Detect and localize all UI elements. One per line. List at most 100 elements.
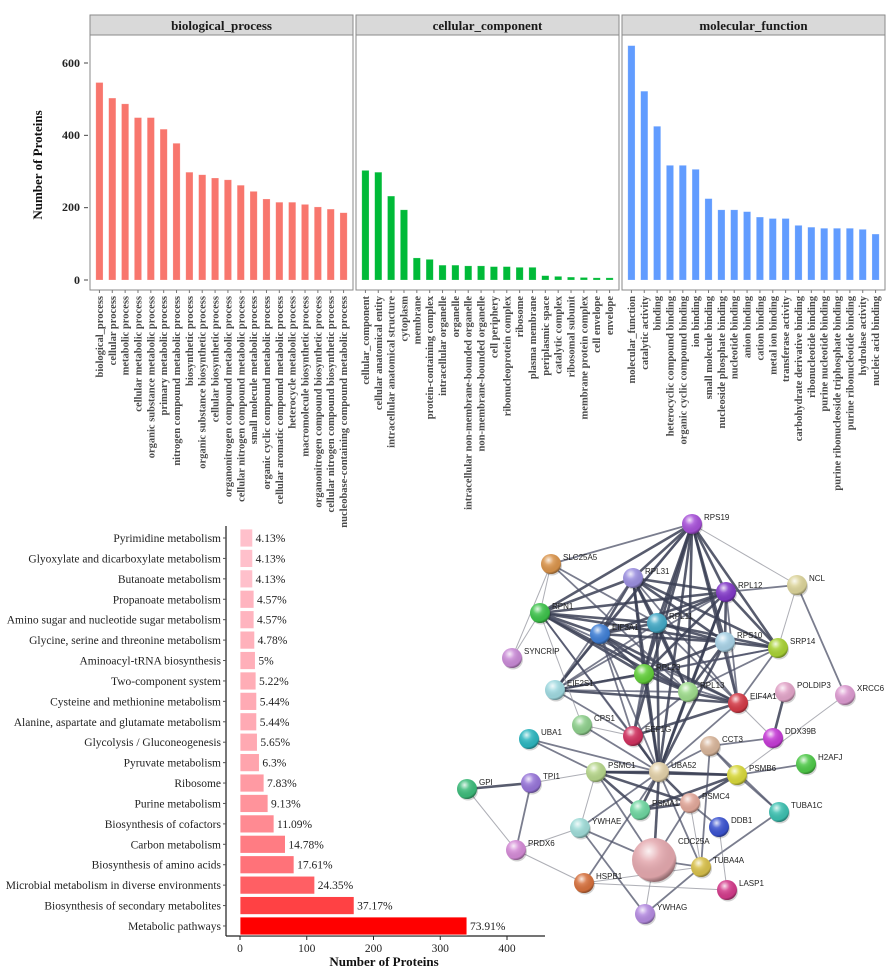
bar bbox=[239, 732, 258, 752]
edge-GPI-TPI1 bbox=[466, 781, 532, 791]
node-highlight bbox=[700, 736, 720, 756]
kegg-row: Purine metabolism 9.13% bbox=[134, 794, 301, 813]
bar bbox=[239, 875, 316, 895]
x-tick-label: organonitrogen compound metabolic proces… bbox=[223, 296, 234, 497]
edge-EIF3A1-EEF1G bbox=[599, 633, 634, 737]
facet-strip-label: biological_process bbox=[171, 18, 272, 33]
bar bbox=[146, 117, 155, 281]
network-nodes: RPS19 SLC25A5 RPL31 RPL12 NCL RPN1 EIF3A1 RPL11… bbox=[457, 513, 885, 926]
x-tick-label: biological_process bbox=[95, 296, 106, 377]
node-label: TUBA4A bbox=[713, 856, 745, 865]
kegg-row: Biosynthesis of cofactors 11.09% bbox=[105, 814, 312, 834]
x-tick-label: cell envelope bbox=[592, 296, 603, 353]
x-tick-label: periplasmic space bbox=[541, 296, 552, 376]
node-label: RPL13 bbox=[700, 681, 725, 690]
node-gpi: GPI bbox=[457, 778, 493, 801]
bar bbox=[743, 211, 751, 281]
node-ywhae: YWHAE bbox=[570, 817, 621, 840]
edge-RPL23-EIF2S1 bbox=[554, 672, 645, 692]
kegg-row: Carbon metabolism 14.78% bbox=[131, 834, 324, 854]
node-label: PRDX6 bbox=[528, 839, 555, 848]
x-tick-label: heterocycle metabolic process bbox=[288, 296, 299, 429]
bar bbox=[301, 204, 309, 281]
bar bbox=[678, 165, 687, 281]
bar bbox=[579, 277, 588, 281]
node-rpl23: RPL23 bbox=[634, 663, 681, 686]
category-label: Carbon metabolism bbox=[131, 839, 221, 851]
x-tick-label: transferase activity bbox=[781, 295, 792, 382]
data-label: 14.78% bbox=[288, 839, 324, 851]
x-tick-label: intracellular non-membrane-bounded organ… bbox=[464, 296, 475, 510]
category-label: Aminoacyl-tRNA biosynthesis bbox=[79, 656, 221, 668]
edge-CCT3-TUBA4A bbox=[700, 745, 711, 868]
node-label: CDC25A bbox=[678, 837, 710, 846]
data-label: 5% bbox=[258, 656, 274, 668]
edge-RPS10-UBA52 bbox=[657, 641, 727, 773]
node-highlight bbox=[716, 582, 736, 602]
facet-strip-label: cellular_component bbox=[433, 18, 543, 33]
x-tick-label: molecular_function bbox=[627, 296, 638, 384]
x-tick-label: ribonucleotide binding bbox=[807, 295, 818, 398]
edge-RPN1-RPL11 bbox=[539, 611, 658, 625]
kegg-row: Glycolysis / Gluconeogenesis 5.65% bbox=[84, 732, 290, 752]
x-tick-label: envelope bbox=[605, 296, 616, 335]
bar bbox=[515, 267, 524, 281]
edge-RPS19-NCL bbox=[691, 523, 798, 586]
edge-RPL12-EIF2S1 bbox=[554, 591, 727, 691]
x-tick-label: organelle bbox=[451, 296, 462, 338]
node-label: RPS10 bbox=[737, 631, 763, 640]
edge-RPL11-EIF2S1 bbox=[554, 622, 658, 691]
data-label: 4.57% bbox=[257, 594, 287, 606]
kegg-row: Biosynthesis of secondary metabolites 37.… bbox=[44, 896, 393, 915]
bar bbox=[239, 794, 269, 813]
node-psmc1: PSMC1 bbox=[586, 761, 636, 784]
node-psmc4: PSMC4 bbox=[680, 792, 730, 815]
node-poldip3: POLDIP3 bbox=[775, 681, 831, 704]
bar bbox=[159, 128, 168, 281]
node-label: UBA52 bbox=[671, 761, 697, 770]
node-highlight bbox=[835, 685, 855, 705]
category-label: Microbial metabolism in diverse environm… bbox=[6, 880, 222, 892]
node-label: XRCC6 bbox=[857, 684, 885, 693]
x-tick-label: primary metabolic process bbox=[159, 296, 170, 415]
node-highlight bbox=[769, 802, 789, 822]
node-highlight bbox=[649, 762, 669, 782]
node-highlight bbox=[715, 632, 735, 652]
node-highlight bbox=[647, 613, 667, 633]
x-tick-label: 200 bbox=[365, 943, 383, 955]
node-highlight bbox=[727, 765, 747, 785]
x-tick-label: protein-containing complex bbox=[425, 295, 436, 419]
bar bbox=[541, 275, 550, 281]
edge-NCL-XRCC6 bbox=[796, 584, 846, 696]
facet-panel-border bbox=[89, 34, 354, 291]
bar bbox=[239, 630, 256, 650]
edge-RPS19-SRP14 bbox=[690, 523, 780, 649]
bar bbox=[239, 916, 468, 936]
bar bbox=[326, 208, 335, 281]
node-cdc25a: CDC25A bbox=[632, 837, 710, 884]
node-highlight bbox=[634, 664, 654, 684]
data-label: 4.13% bbox=[256, 533, 286, 545]
node-h2afj: H2AFJ bbox=[796, 753, 842, 776]
node-label: HSPB1 bbox=[596, 872, 623, 881]
bar bbox=[605, 277, 614, 281]
x-tick-label: plasma membrane bbox=[528, 296, 539, 379]
x-tick-label: cellular aromatic compound metabolic pro… bbox=[275, 296, 286, 504]
bar bbox=[781, 218, 790, 281]
x-tick-label: membrane protein complex bbox=[579, 295, 590, 419]
x-tick-label: 0 bbox=[237, 943, 243, 955]
node-label: UBA1 bbox=[541, 728, 562, 737]
edge-RPL12-RPL11 bbox=[656, 590, 727, 625]
edge-DDB1-LASP1 bbox=[718, 826, 728, 891]
bar bbox=[313, 206, 322, 281]
edge-YWHAE-PRDX6 bbox=[515, 827, 581, 851]
node-xrcc6: XRCC6 bbox=[835, 684, 885, 707]
node-label: DDX39B bbox=[785, 727, 816, 736]
node-highlight bbox=[709, 817, 729, 837]
bar bbox=[239, 569, 254, 589]
bar bbox=[239, 855, 295, 875]
node-label: EIF4A1 bbox=[750, 692, 777, 701]
edge-RPN1-EIF3A1 bbox=[539, 611, 601, 636]
node-ddb1: DDB1 bbox=[709, 816, 753, 839]
x-tick-label: organonitrogen compound biosynthetic pro… bbox=[313, 296, 324, 508]
